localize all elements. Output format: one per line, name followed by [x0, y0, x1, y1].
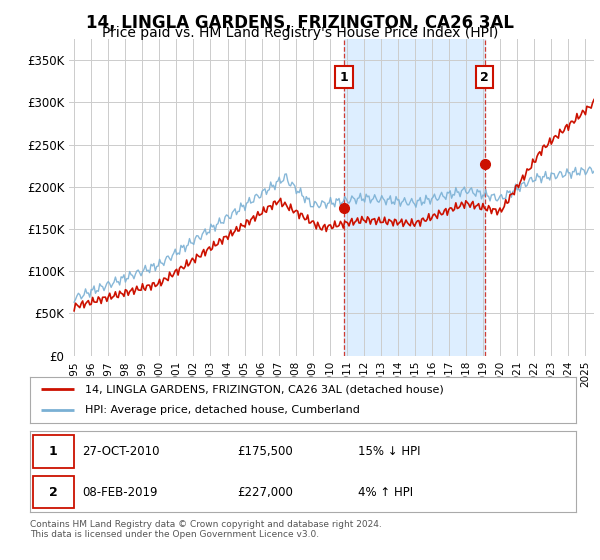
Text: £227,000: £227,000 — [238, 486, 293, 498]
Text: 1: 1 — [340, 71, 349, 83]
Text: 08-FEB-2019: 08-FEB-2019 — [82, 486, 157, 498]
Text: 14, LINGLA GARDENS, FRIZINGTON, CA26 3AL: 14, LINGLA GARDENS, FRIZINGTON, CA26 3AL — [86, 14, 514, 32]
Text: 4% ↑ HPI: 4% ↑ HPI — [358, 486, 413, 498]
Text: 15% ↓ HPI: 15% ↓ HPI — [358, 445, 420, 458]
Text: 14, LINGLA GARDENS, FRIZINGTON, CA26 3AL (detached house): 14, LINGLA GARDENS, FRIZINGTON, CA26 3AL… — [85, 384, 443, 394]
FancyBboxPatch shape — [33, 476, 74, 508]
Text: HPI: Average price, detached house, Cumberland: HPI: Average price, detached house, Cumb… — [85, 405, 359, 416]
Text: 2: 2 — [480, 71, 489, 83]
Text: Contains HM Land Registry data © Crown copyright and database right 2024.
This d: Contains HM Land Registry data © Crown c… — [30, 520, 382, 539]
Bar — [344, 39, 485, 356]
Text: 1: 1 — [49, 445, 58, 458]
Text: Price paid vs. HM Land Registry's House Price Index (HPI): Price paid vs. HM Land Registry's House … — [102, 26, 498, 40]
Text: 2: 2 — [49, 486, 58, 498]
FancyBboxPatch shape — [33, 435, 74, 468]
Text: £175,500: £175,500 — [238, 445, 293, 458]
Text: 27-OCT-2010: 27-OCT-2010 — [82, 445, 160, 458]
